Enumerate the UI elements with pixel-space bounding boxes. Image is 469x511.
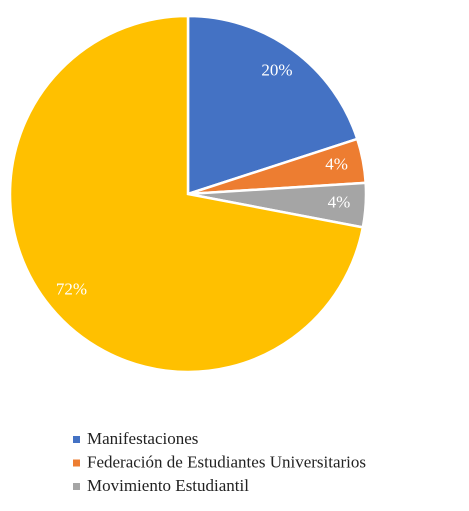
legend-label: Movimiento Estudiantil [87,476,249,495]
pie-slice [186,14,359,196]
legend-swatch [73,459,80,467]
data-label: 20% [261,61,292,80]
legend-label: Manifestaciones [87,429,198,448]
data-label: 72% [56,279,87,298]
legend-swatch [73,436,80,443]
legend-swatch [73,483,80,490]
legend-label: Federación de Estudiantes Universitarios [87,452,366,471]
data-label: 4% [328,192,351,211]
pie-slice [8,14,365,374]
data-label: 4% [325,155,348,174]
